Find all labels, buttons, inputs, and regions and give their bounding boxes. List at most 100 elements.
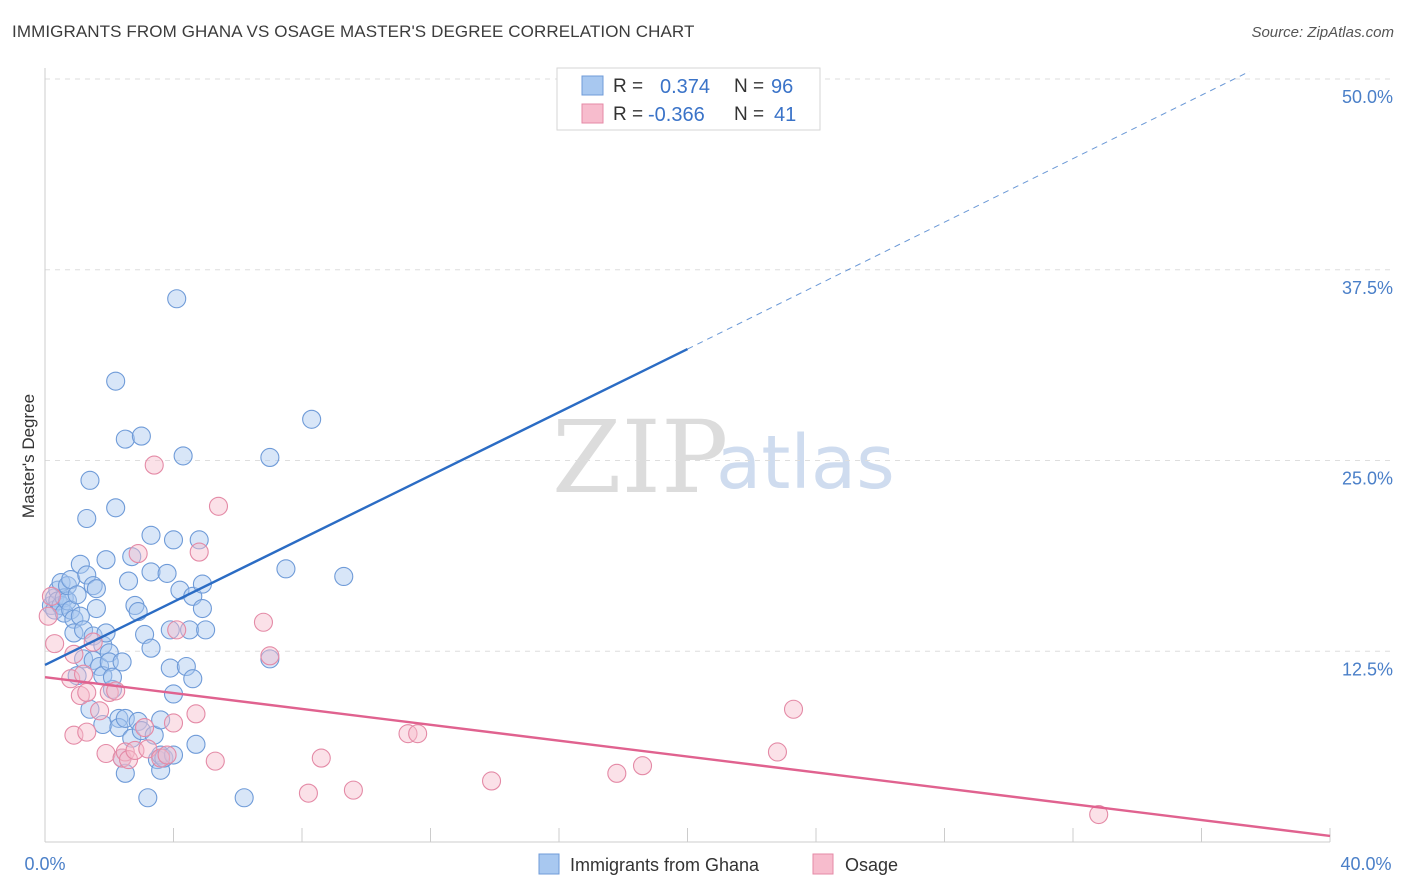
point-ghana xyxy=(83,576,103,596)
point-ghana xyxy=(157,563,177,583)
point-ghana xyxy=(176,656,196,677)
legend-n-value-ghana: 96 xyxy=(771,76,793,98)
point-ghana xyxy=(192,598,212,619)
point-osage xyxy=(260,646,280,666)
point-ghana xyxy=(141,562,161,582)
series-legend: Immigrants from Ghana Osage xyxy=(538,853,898,875)
point-ghana xyxy=(67,585,87,605)
point-ghana xyxy=(80,699,100,719)
point-osage xyxy=(115,742,135,762)
stats-legend: R = 0.374 N = 96 R = -0.366 N = 41 xyxy=(556,67,821,131)
legend-n-label-ghana: N = xyxy=(734,76,764,97)
point-ghana xyxy=(334,566,354,587)
point-ghana xyxy=(196,620,216,640)
point-osage xyxy=(157,745,177,765)
point-ghana xyxy=(186,734,206,754)
point-ghana xyxy=(74,649,94,669)
point-ghana xyxy=(131,721,151,741)
point-ghana xyxy=(77,508,97,529)
legend-r-value-ghana: 0.374 xyxy=(660,76,710,98)
legend-n-value-osage: 41 xyxy=(774,104,796,126)
y-axis-label: Master's Degree xyxy=(19,394,38,518)
point-osage xyxy=(607,763,627,783)
trend-line-osage xyxy=(44,676,1331,838)
source-label: Source: ZipAtlas.com xyxy=(1251,24,1394,41)
legend-r-label-osage: R = xyxy=(613,104,643,125)
point-osage xyxy=(767,742,788,762)
watermark-atlas: atlas xyxy=(716,420,895,506)
point-osage xyxy=(186,704,206,724)
point-osage xyxy=(208,496,229,516)
point-ghana xyxy=(234,788,254,808)
y-tick-label: 12.5% xyxy=(1342,659,1393,679)
point-osage xyxy=(90,701,110,721)
point-ghana xyxy=(141,638,161,658)
point-osage xyxy=(99,682,119,703)
point-ghana xyxy=(160,620,180,640)
point-osage xyxy=(45,634,65,654)
x-axis-ticks xyxy=(44,828,1331,842)
point-ghana xyxy=(276,559,296,579)
point-osage xyxy=(144,455,164,475)
series-legend-label-ghana: Immigrants from Ghana xyxy=(570,855,760,875)
point-osage xyxy=(408,724,428,744)
y-tick-labels: 12.5% 25.0% 37.5% 50.0% xyxy=(1342,87,1393,679)
x-tick-label-max: 40.0% xyxy=(1340,854,1391,874)
x-tick-label-min: 0.0% xyxy=(24,854,65,874)
point-osage xyxy=(163,713,184,733)
point-ghana xyxy=(115,429,135,449)
point-ghana xyxy=(163,530,184,550)
point-ghana xyxy=(173,446,193,466)
point-ghana xyxy=(106,371,126,391)
point-ghana xyxy=(86,598,106,619)
point-ghana xyxy=(141,525,161,545)
trend-lines xyxy=(44,70,1331,838)
point-ghana xyxy=(302,409,322,429)
y-tick-label: 37.5% xyxy=(1342,278,1393,298)
point-ghana xyxy=(125,595,145,616)
point-osage xyxy=(41,586,61,606)
point-osage xyxy=(128,544,148,564)
series-legend-swatch-ghana xyxy=(538,853,560,875)
point-osage xyxy=(189,542,209,562)
point-ghana xyxy=(77,565,97,585)
trend-line-ghana xyxy=(44,348,689,667)
point-ghana xyxy=(183,669,203,689)
y-tick-label: 50.0% xyxy=(1342,87,1393,107)
point-osage xyxy=(77,682,97,703)
point-osage xyxy=(398,724,418,744)
legend-r-value-osage: -0.366 xyxy=(648,104,705,126)
point-ghana xyxy=(131,426,151,446)
point-osage xyxy=(311,748,331,768)
series-legend-label-osage: Osage xyxy=(845,855,898,875)
legend-swatch-osage xyxy=(581,103,604,124)
chart-title: IMMIGRANTS FROM GHANA VS OSAGE MASTER'S … xyxy=(12,22,695,41)
point-osage xyxy=(38,606,58,626)
point-ghana xyxy=(138,788,158,808)
point-ghana xyxy=(106,498,126,518)
point-osage xyxy=(253,612,274,632)
point-osage xyxy=(1089,804,1109,825)
point-ghana xyxy=(70,554,90,574)
point-osage xyxy=(77,722,97,742)
point-osage xyxy=(481,771,502,791)
point-ghana xyxy=(167,289,187,309)
point-osage xyxy=(167,620,187,640)
grid-lines xyxy=(45,78,1392,652)
point-osage xyxy=(135,717,155,738)
trend-line-ghana-extension xyxy=(687,70,1250,350)
point-ghana xyxy=(112,652,132,672)
data-points xyxy=(38,289,1109,825)
legend-n-label-osage: N = xyxy=(734,104,764,125)
point-osage xyxy=(205,751,225,771)
point-ghana xyxy=(80,470,100,490)
point-ghana xyxy=(96,550,116,570)
point-ghana xyxy=(86,579,106,599)
point-osage xyxy=(632,756,653,776)
point-ghana xyxy=(160,658,180,678)
point-osage xyxy=(298,783,318,803)
point-osage xyxy=(96,743,116,764)
legend-swatch-ghana xyxy=(581,75,604,96)
point-osage xyxy=(783,699,804,719)
legend-r-label-ghana: R = xyxy=(613,76,643,97)
